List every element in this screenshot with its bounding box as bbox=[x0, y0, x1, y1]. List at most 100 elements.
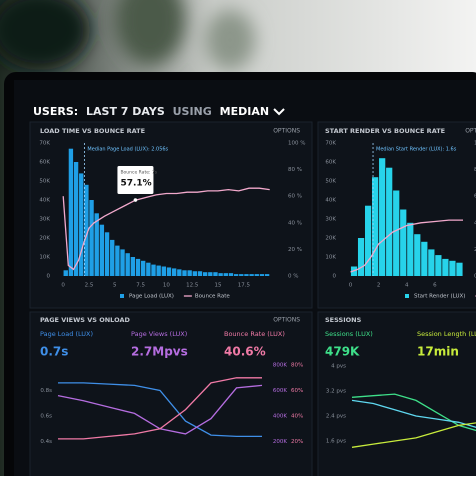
y-tick-label: 40K bbox=[39, 198, 50, 204]
x-tick-label: 6 bbox=[433, 283, 437, 289]
y2-tick-label: 100 % bbox=[288, 141, 305, 147]
series-line bbox=[58, 377, 262, 440]
y2-tick-label: 60 % bbox=[288, 194, 302, 200]
y3-tick-label: 40% bbox=[291, 414, 303, 420]
bar bbox=[197, 271, 203, 276]
metric-name: Page Load (LUX) bbox=[40, 330, 93, 338]
options-button[interactable]: OPTIONS bbox=[273, 317, 300, 324]
y-tick-label: 40K bbox=[325, 198, 336, 204]
y-tick-label: 20K bbox=[325, 236, 336, 242]
dashboard: USERS: LAST 7 DAYS USING MEDIAN LOAD TIM… bbox=[29, 105, 476, 480]
bar bbox=[151, 264, 156, 276]
bar bbox=[187, 270, 192, 276]
y-tick-label: 10K bbox=[325, 255, 336, 261]
header-method: MEDIAN bbox=[220, 105, 269, 118]
y-tick-label: 0 bbox=[333, 274, 337, 280]
bar bbox=[428, 249, 435, 276]
x-tick-label: 15 bbox=[215, 283, 222, 289]
bar bbox=[135, 258, 141, 276]
metric-name: Page Views (LUX) bbox=[131, 330, 187, 338]
metric-value: 2.7Mpvs bbox=[131, 345, 188, 359]
y-tick-label: 1.6 pvs bbox=[326, 439, 346, 445]
metric-name: Sessions (LUX) bbox=[325, 330, 373, 338]
legend-swatch bbox=[405, 294, 409, 298]
bar bbox=[177, 269, 182, 276]
bar bbox=[141, 260, 146, 276]
bar bbox=[94, 213, 99, 276]
header-user: USERS: bbox=[33, 105, 78, 118]
bar bbox=[379, 158, 386, 276]
bar bbox=[110, 239, 115, 276]
y-tick-label: 0.6s bbox=[40, 414, 52, 420]
options-button[interactable]: OPTIONS bbox=[465, 128, 476, 135]
y2-tick-label: 60 % bbox=[474, 194, 476, 200]
series-line bbox=[62, 187, 270, 271]
x-tick-label: 17.5 bbox=[238, 283, 251, 289]
bar bbox=[171, 268, 177, 276]
bar bbox=[239, 274, 244, 276]
bar bbox=[202, 272, 208, 276]
bar bbox=[254, 274, 259, 276]
y3-tick-label: 60% bbox=[291, 388, 303, 394]
legend-label: Start Render (LUX) bbox=[414, 294, 465, 300]
bar bbox=[414, 234, 421, 276]
panel-title: PAGE VIEWS VS ONLOAD bbox=[40, 316, 130, 324]
y-tick-label: 3.2 pvs bbox=[326, 389, 346, 395]
y2-tick-label: 400K bbox=[273, 414, 287, 420]
header-title: USERS: LAST 7 DAYS USING MEDIAN bbox=[33, 105, 269, 118]
y-tick-label: 60K bbox=[325, 160, 336, 166]
metric-name: Session Length (LU bbox=[417, 330, 476, 338]
x-tick-label: 10 bbox=[163, 283, 170, 289]
plants bbox=[0, 0, 255, 70]
panel-title: START RENDER VS BOUNCE RATE bbox=[325, 127, 445, 135]
x-tick-label: 0 bbox=[61, 283, 65, 289]
y-tick-label: 4 pvs bbox=[331, 364, 346, 370]
bar bbox=[407, 222, 414, 276]
y2-tick-label: 600K bbox=[273, 388, 287, 394]
bar bbox=[249, 274, 254, 276]
legend-swatch bbox=[120, 294, 124, 298]
bar bbox=[182, 270, 187, 276]
bar bbox=[244, 274, 249, 276]
y2-tick-label: 40 % bbox=[288, 220, 302, 226]
bar bbox=[166, 267, 172, 276]
dropdown-chevron[interactable] bbox=[273, 108, 285, 116]
y2-tick-label: 80 % bbox=[474, 167, 476, 173]
bar bbox=[89, 200, 94, 276]
y-tick-label: 20K bbox=[39, 236, 50, 242]
x-tick-label: 0 bbox=[349, 283, 353, 289]
tooltip-point bbox=[133, 198, 138, 202]
y2-tick-label: 0 % bbox=[288, 274, 298, 280]
bar bbox=[233, 274, 239, 276]
y2-tick-label: 20 % bbox=[288, 247, 302, 253]
bar bbox=[264, 274, 270, 276]
bar bbox=[99, 224, 105, 276]
x-tick-label: 5 bbox=[113, 283, 117, 289]
header-using: USING bbox=[173, 105, 212, 118]
y3-tick-label: 80% bbox=[291, 363, 303, 369]
bar bbox=[372, 177, 379, 276]
x-tick-label: 4 bbox=[405, 283, 409, 289]
bar bbox=[68, 148, 74, 276]
tooltip-label: Bounce Rate: 7s bbox=[120, 170, 157, 176]
metric-value: 17min bbox=[417, 345, 459, 359]
options-button[interactable]: OPTIONS bbox=[273, 128, 300, 135]
panel-title: LOAD TIME VS BOUNCE RATE bbox=[40, 127, 145, 135]
legend-label: Page Load (LUX) bbox=[129, 294, 174, 300]
bar bbox=[357, 238, 365, 276]
panel-title: SESSIONS bbox=[325, 316, 362, 324]
metric-value: 479K bbox=[325, 345, 360, 359]
y-tick-label: 50K bbox=[39, 179, 50, 185]
bar bbox=[364, 205, 372, 276]
y-tick-label: 70K bbox=[325, 141, 336, 147]
bar bbox=[120, 249, 125, 276]
bar bbox=[125, 253, 130, 276]
y-tick-label: 10K bbox=[39, 255, 50, 261]
y-tick-label: 0.4s bbox=[40, 439, 52, 445]
y2-tick-label: 100 % bbox=[474, 141, 476, 147]
x-tick-label: 2 bbox=[377, 283, 381, 289]
median-annotation: Median Start Render (LUX): 1.6s bbox=[376, 147, 457, 153]
series-line bbox=[350, 219, 463, 273]
bar bbox=[449, 260, 456, 276]
